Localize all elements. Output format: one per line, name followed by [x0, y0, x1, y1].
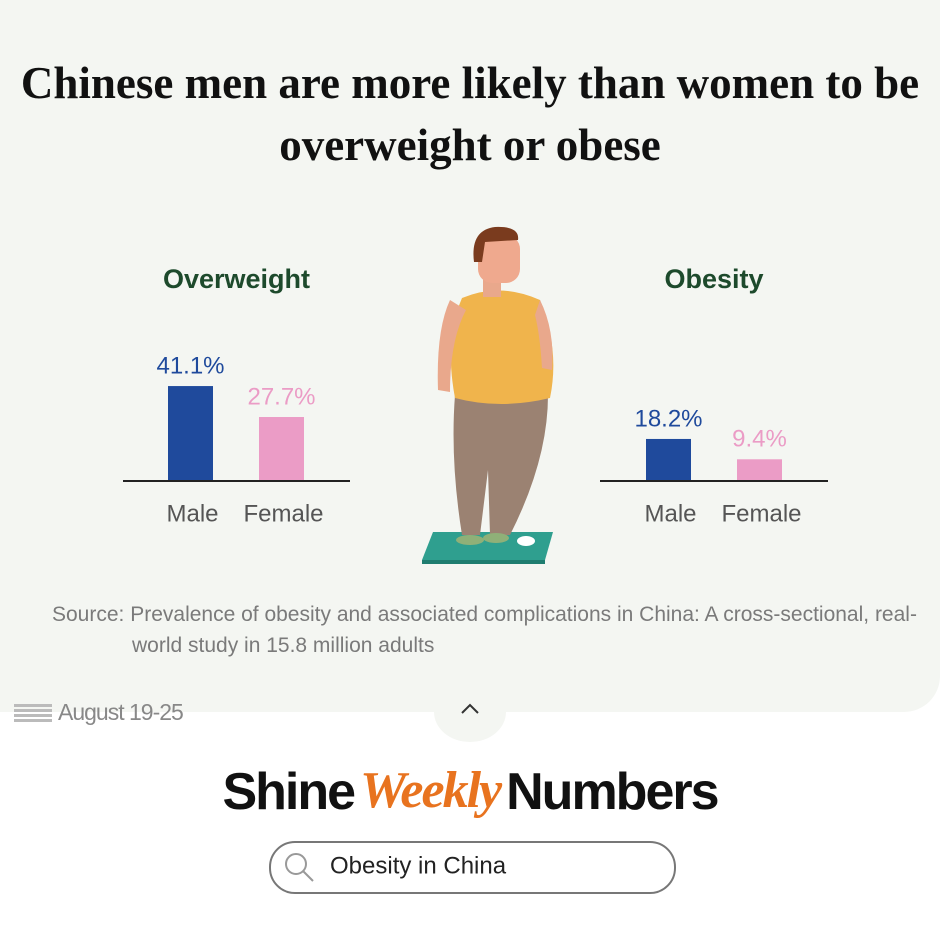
date: August 19-25: [58, 699, 183, 725]
x-tick-label: Female: [721, 500, 801, 527]
headline: Chinese men are more likely than women t…: [20, 58, 920, 170]
brand-word: Weekly: [360, 762, 503, 819]
date-icon: [14, 704, 52, 722]
x-tick-label: Male: [644, 500, 696, 527]
bar: [168, 386, 213, 481]
search-query[interactable]: Obesity in China: [330, 852, 507, 879]
person-illustration: [422, 226, 554, 564]
source-note: Source: Prevalence of obesity and associ…: [52, 603, 917, 657]
collapse-chevron[interactable]: [461, 703, 479, 714]
x-tick-label: Female: [243, 500, 323, 527]
search-icon: [302, 870, 314, 882]
bar: [646, 438, 691, 481]
data-label: 18.2%: [634, 405, 702, 432]
data-label: 27.7%: [247, 383, 315, 410]
data-label: 41.1%: [156, 352, 224, 379]
data-label: 9.4%: [732, 426, 787, 453]
bar: [737, 459, 782, 481]
chart-title: Obesity: [664, 264, 763, 294]
collapse-tab[interactable]: [434, 682, 506, 742]
x-tick-label: Male: [166, 500, 218, 527]
brand-word: Shine: [222, 763, 355, 821]
brand-word: Numbers: [506, 763, 717, 821]
chart-title: Overweight: [163, 264, 310, 294]
bar: [259, 417, 304, 481]
search-icon: [285, 853, 307, 875]
brand: Shine Weekly Numbers: [222, 762, 717, 821]
search-box[interactable]: [269, 841, 676, 894]
